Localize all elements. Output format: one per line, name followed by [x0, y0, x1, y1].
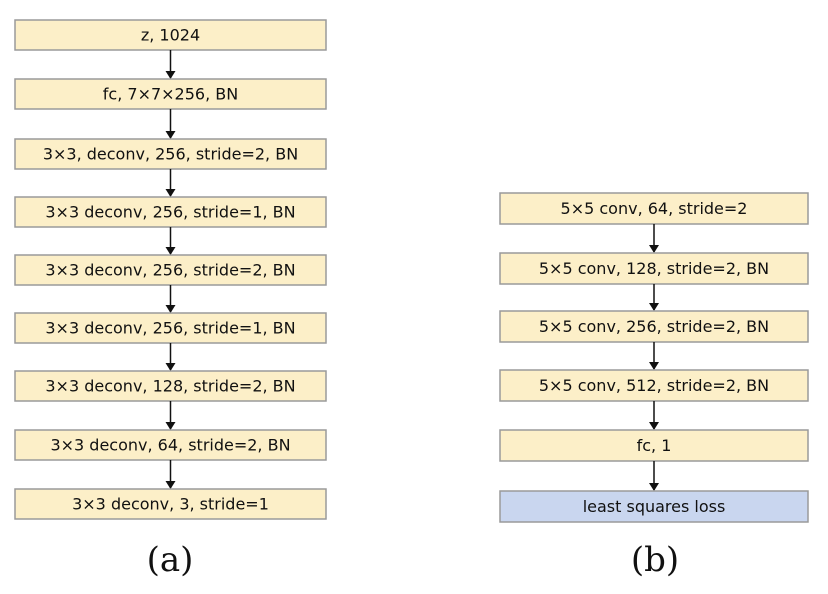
layer-box: [499, 369, 809, 402]
layer-label: 3×3, deconv, 256, stride=2, BN: [43, 145, 298, 164]
layer-box: [14, 19, 327, 51]
layer-label: fc, 1: [637, 436, 672, 455]
layer-label: z, 1024: [141, 26, 200, 45]
layer-label: 5×5 conv, 64, stride=2: [561, 199, 748, 218]
layer-label: fc, 7×7×256, BN: [103, 85, 238, 104]
layer-box: [14, 429, 327, 461]
layer-label: 3×3 deconv, 256, stride=1, BN: [45, 319, 295, 338]
layer-label: 5×5 conv, 256, stride=2, BN: [539, 317, 769, 336]
layer-label: 3×3 deconv, 256, stride=1, BN: [45, 203, 295, 222]
layer-box: [14, 78, 327, 110]
layer-box: [499, 490, 809, 523]
layer-box: [14, 312, 327, 344]
layer-box: [499, 192, 809, 225]
caption-a: (a): [147, 540, 194, 580]
layer-label: 3×3 deconv, 3, stride=1: [72, 495, 269, 514]
layer-box: [14, 138, 327, 170]
layer-label: least squares loss: [583, 497, 726, 516]
layer-label: 5×5 conv, 512, stride=2, BN: [539, 376, 769, 395]
layer-box: [14, 370, 327, 402]
layer-label: 5×5 conv, 128, stride=2, BN: [539, 259, 769, 278]
layer-label: 3×3 deconv, 128, stride=2, BN: [45, 377, 295, 396]
layer-box: [499, 310, 809, 343]
layer-box: [14, 254, 327, 286]
layer-box: [499, 252, 809, 285]
layer-label: 3×3 deconv, 256, stride=2, BN: [45, 261, 295, 280]
layer-box: [14, 488, 327, 520]
layer-label: 3×3 deconv, 64, stride=2, BN: [50, 436, 290, 455]
caption-b: (b): [631, 540, 679, 580]
